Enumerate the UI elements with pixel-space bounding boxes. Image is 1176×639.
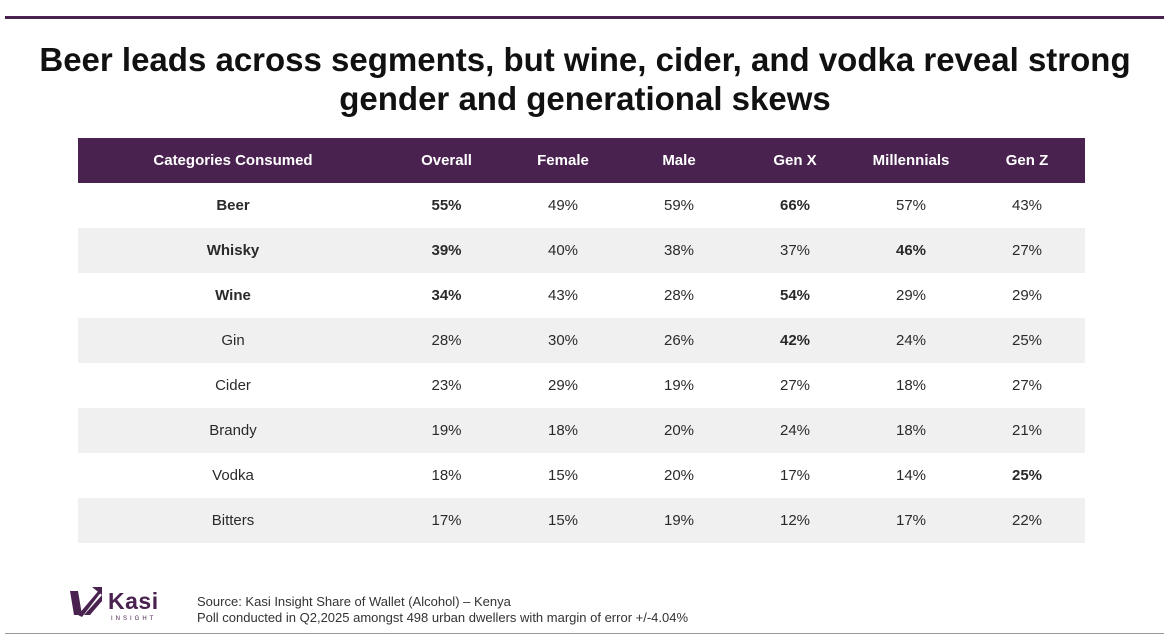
table-row: Cider 23% 29% 19% 27% 18% 27% xyxy=(78,363,1085,408)
value-cell: 19% xyxy=(663,377,695,394)
value-cell: 27% xyxy=(779,377,811,394)
value-cell: 17% xyxy=(388,498,505,543)
source-line: Source: Kasi Insight Share of Wallet (Al… xyxy=(197,594,511,609)
value-cell: 54% xyxy=(779,287,811,304)
column-header: Female xyxy=(505,138,621,183)
value-cell: 20% xyxy=(663,467,695,484)
table-row: Whisky 39% 40% 38% 37% 46% 27% xyxy=(78,228,1085,273)
table-row: Wine 34% 43% 28% 54% 29% 29% xyxy=(78,273,1085,318)
table-row: Bitters 17% 15% 19% 12% 17% 22% xyxy=(78,498,1085,543)
value-cell: 15% xyxy=(547,467,579,484)
value-cell: 29% xyxy=(895,287,927,304)
logo-wordmark: Kasi xyxy=(108,588,159,614)
bottom-rule xyxy=(5,633,1164,634)
value-cell: 20% xyxy=(621,408,737,453)
value-cell: 22% xyxy=(969,498,1085,543)
value-cell: 21% xyxy=(969,408,1085,453)
value-cell: 29% xyxy=(547,377,579,394)
value-cell: 55% xyxy=(431,197,462,214)
value-cell: 17% xyxy=(853,498,969,543)
value-cell: 17% xyxy=(779,467,811,484)
value-cell: 25% xyxy=(969,318,1085,363)
column-header: Categories Consumed xyxy=(78,138,388,183)
category-cell: Brandy xyxy=(78,408,388,453)
category-cell: Beer xyxy=(216,197,250,214)
value-cell: 30% xyxy=(505,318,621,363)
value-cell: 40% xyxy=(505,228,621,273)
value-cell: 23% xyxy=(431,377,462,394)
table-row: Brandy 19% 18% 20% 24% 18% 21% xyxy=(78,408,1085,453)
kasi-logo: Kasi INSIGHT xyxy=(68,585,178,625)
category-cell: Whisky xyxy=(78,228,388,273)
value-cell: 66% xyxy=(779,197,811,214)
value-cell: 49% xyxy=(547,197,579,214)
value-cell: 18% xyxy=(431,467,462,484)
value-cell: 18% xyxy=(853,408,969,453)
column-header: Gen X xyxy=(737,138,853,183)
logo-subtitle: INSIGHT xyxy=(111,616,157,622)
value-cell: 25% xyxy=(1011,467,1043,484)
value-cell: 43% xyxy=(1011,197,1043,214)
poll-line: Poll conducted in Q2,2025 amongst 498 ur… xyxy=(197,610,689,625)
column-header: Millennials xyxy=(853,138,969,183)
table-row: Gin 28% 30% 26% 42% 24% 25% xyxy=(78,318,1085,363)
value-cell: 27% xyxy=(1011,377,1043,394)
value-cell: 26% xyxy=(621,318,737,363)
value-cell: 27% xyxy=(969,228,1085,273)
value-cell: 12% xyxy=(737,498,853,543)
value-cell: 19% xyxy=(388,408,505,453)
value-cell: 38% xyxy=(621,228,737,273)
value-cell: 28% xyxy=(388,318,505,363)
value-cell: 19% xyxy=(621,498,737,543)
category-cell: Vodka xyxy=(212,467,254,484)
value-cell: 39% xyxy=(388,228,505,273)
value-cell: 46% xyxy=(853,228,969,273)
category-cell: Cider xyxy=(215,377,251,394)
value-cell: 28% xyxy=(663,287,695,304)
value-cell: 24% xyxy=(737,408,853,453)
table-row: Vodka 18% 15% 20% 17% 14% 25% xyxy=(78,453,1085,498)
column-header: Overall xyxy=(388,138,505,183)
category-cell: Bitters xyxy=(78,498,388,543)
data-table: Categories Consumed Overall Female Male … xyxy=(78,138,1085,543)
value-cell: 15% xyxy=(505,498,621,543)
value-cell: 24% xyxy=(853,318,969,363)
kasi-arrow-logo-icon xyxy=(70,587,102,617)
value-cell: 34% xyxy=(431,287,462,304)
top-rule xyxy=(5,16,1164,19)
value-cell: 18% xyxy=(895,377,927,394)
category-cell: Gin xyxy=(78,318,388,363)
value-cell: 57% xyxy=(895,197,927,214)
source-note: Source: Kasi Insight Share of Wallet (Al… xyxy=(197,594,688,626)
column-header: Gen Z xyxy=(969,138,1085,183)
page-title: Beer leads across segments, but wine, ci… xyxy=(39,41,1131,117)
value-cell: 14% xyxy=(895,467,927,484)
value-cell: 59% xyxy=(663,197,695,214)
value-cell: 18% xyxy=(505,408,621,453)
category-cell: Wine xyxy=(215,287,251,304)
value-cell: 42% xyxy=(737,318,853,363)
value-cell: 43% xyxy=(547,287,579,304)
table-row: Beer 55% 49% 59% 66% 57% 43% xyxy=(78,183,1085,228)
column-header: Male xyxy=(621,138,737,183)
table-header-row: Categories Consumed Overall Female Male … xyxy=(78,138,1085,183)
value-cell: 37% xyxy=(737,228,853,273)
value-cell: 29% xyxy=(1011,287,1043,304)
